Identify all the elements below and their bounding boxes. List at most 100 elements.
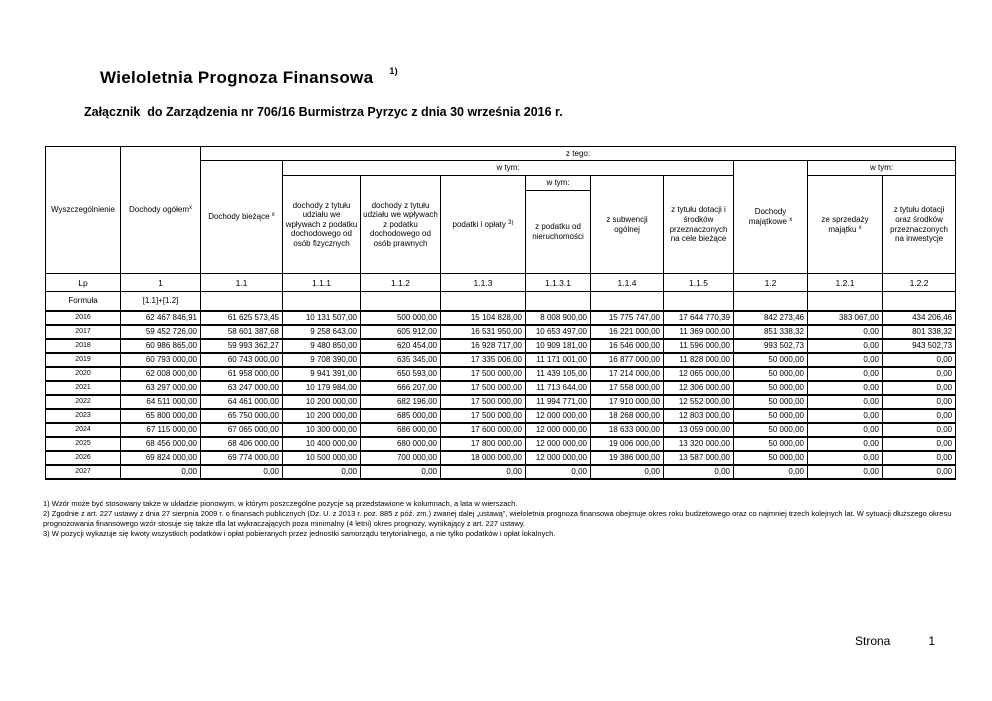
value-cell: 13 587 000,00 — [663, 449, 734, 466]
value-cell: 19 386 000,00 — [590, 449, 664, 466]
header-dotacje-cele-biezace: z tytułu dotacji i środków przeznaczonyc… — [663, 175, 734, 274]
header-row-4: z podatku od nieruchomości — [46, 190, 956, 274]
value-cell: 0,00 — [881, 435, 957, 452]
value-cell: 1.1.5 — [663, 273, 734, 292]
header-podatek-od-nieruchomosci: z podatku od nieruchomości — [525, 190, 591, 274]
value-cell: 17 500 000,00 — [440, 407, 526, 424]
value-cell: 17 800 000,00 — [440, 435, 526, 452]
value-cell: 10 400 000,00 — [282, 435, 361, 452]
value-cell: 17 214 000,00 — [590, 365, 664, 382]
value-cell: 9 941 391,00 — [282, 365, 361, 382]
header-podatki-oplaty-label: podatki i opłaty — [452, 219, 506, 229]
header-w-tym-majatkowe: w tym: — [806, 160, 957, 176]
lp-label-cell: Lp — [45, 273, 121, 292]
value-cell: 64 511 000,00 — [120, 393, 201, 410]
value-cell: 1.2.1 — [807, 273, 883, 292]
value-cell: 13 320 000,00 — [663, 435, 734, 452]
table-row: 2022 64 511 000,00 64 461 000,00 10 200 000… — [45, 393, 957, 410]
footnote-ref-3: 3) — [508, 219, 514, 226]
value-cell: 17 644 770,39 — [663, 309, 734, 326]
footnote-2: 2) Zgodnie z art. 227 ustawy z dnia 27 s… — [43, 509, 952, 528]
value-cell: 17 500 000,00 — [440, 365, 526, 382]
page-title-text: Wieloletnia Prognoza Finansowa — [100, 68, 374, 87]
table-row: 2020 62 008 000,00 61 958 000,00 9 941 391,… — [45, 365, 957, 382]
formula-row: Formuła [1.1]+[1.2] — [45, 291, 957, 311]
year-cell: 2027 — [45, 463, 121, 480]
value-cell: 0,00 — [881, 351, 957, 368]
header-dochody-ogolem-label: Dochody ogółem — [128, 205, 190, 215]
value-cell: 0,00 — [360, 463, 441, 480]
value-cell: 64 461 000,00 — [200, 393, 283, 410]
value-cell: 12 065 000,00 — [663, 365, 734, 382]
financial-forecast-table: Wyszczególnienie Dochody ogółemx z tego:… — [45, 146, 957, 480]
value-cell: 434 206,46 — [881, 309, 957, 326]
header-subwencja-ogolna: z subwencji ogólnej — [590, 175, 664, 274]
value-cell: 16 877 000,00 — [590, 351, 664, 368]
value-cell: 0,00 — [807, 379, 883, 396]
value-cell: 635 345,00 — [360, 351, 441, 368]
value-cell: 1.2.2 — [881, 273, 957, 292]
value-cell: 10 179 984,00 — [282, 379, 361, 396]
value-cell: 0,00 — [120, 463, 201, 480]
value-cell: 17 558 000,00 — [590, 379, 664, 396]
value-cell: 1.1.2 — [360, 273, 441, 292]
header-row-2: Dochody bieżące x w tym: Dochody majątko… — [46, 160, 957, 274]
value-cell: 685 000,00 — [360, 407, 441, 424]
value-cell: 0,00 — [807, 435, 883, 452]
value-cell: 10 200 000,00 — [282, 393, 361, 410]
page-subtitle: Załącznik do Zarządzenia nr 706/16 Burmi… — [84, 105, 563, 119]
footnote-ref-x: x — [858, 224, 862, 231]
value-cell: 12 803 000,00 — [663, 407, 734, 424]
value-cell — [733, 291, 808, 311]
value-cell: 50 000,00 — [733, 407, 808, 424]
value-cell: 0,00 — [590, 463, 664, 480]
value-cell — [282, 291, 361, 311]
table-header: Wyszczególnienie Dochody ogółemx z tego:… — [45, 146, 957, 274]
value-cell: 1 — [120, 273, 201, 292]
value-cell: 842 273,46 — [733, 309, 808, 326]
value-cell: 58 601 387,68 — [200, 323, 283, 340]
year-cell: 2022 — [45, 393, 121, 410]
header-dochody-ogolem: Dochody ogółemx — [120, 146, 201, 274]
value-cell: 18 000 000,00 — [440, 449, 526, 466]
value-cell: 13 059 000,00 — [663, 421, 734, 438]
header-dochody-majatkowe-label: Dochody majątkowe — [748, 207, 787, 226]
value-cell — [525, 291, 591, 311]
value-cell: 0,00 — [733, 463, 808, 480]
value-cell: 59 452 726,00 — [120, 323, 201, 340]
value-cell: 11 596 000,00 — [663, 337, 734, 354]
year-cell: 2023 — [45, 407, 121, 424]
value-cell: 11 171 001,00 — [525, 351, 591, 368]
value-cell: [1.1]+[1.2] — [120, 291, 201, 311]
header-pit: dochody z tytułu udziału we wpływach z p… — [282, 175, 361, 274]
value-cell: 17 910 000,00 — [590, 393, 664, 410]
value-cell: 19 006 000,00 — [590, 435, 664, 452]
header-dochody-biezace: Dochody bieżące x — [200, 160, 283, 274]
year-cell: 2020 — [45, 365, 121, 382]
footnotes: 1) Wzór może być stosowany także w układ… — [43, 499, 959, 539]
footnote-ref-x: x — [189, 205, 193, 212]
value-cell: 60 793 000,00 — [120, 351, 201, 368]
value-cell: 65 800 000,00 — [120, 407, 201, 424]
value-cell: 943 502,73 — [881, 337, 957, 354]
year-cell: 2019 — [45, 351, 121, 368]
value-cell: 60 743 000,00 — [200, 351, 283, 368]
value-cell: 1.1.3.1 — [525, 273, 591, 292]
value-cell: 682 196,00 — [360, 393, 441, 410]
value-cell: 1.1.1 — [282, 273, 361, 292]
header-dochody-biezace-label: Dochody bieżące — [208, 212, 270, 222]
year-cell: 2024 — [45, 421, 121, 438]
value-cell: 67 065 000,00 — [200, 421, 283, 438]
value-cell: 61 625 573,45 — [200, 309, 283, 326]
value-cell: 0,00 — [807, 351, 883, 368]
value-cell: 0,00 — [807, 421, 883, 438]
value-cell: 0,00 — [525, 463, 591, 480]
year-cell: 2016 — [45, 309, 121, 326]
value-cell — [663, 291, 734, 311]
value-cell — [590, 291, 664, 311]
value-cell: 10 909 181,00 — [525, 337, 591, 354]
value-cell: 17 500 000,00 — [440, 379, 526, 396]
value-cell: 12 000 000,00 — [525, 435, 591, 452]
value-cell: 10 131 507,00 — [282, 309, 361, 326]
